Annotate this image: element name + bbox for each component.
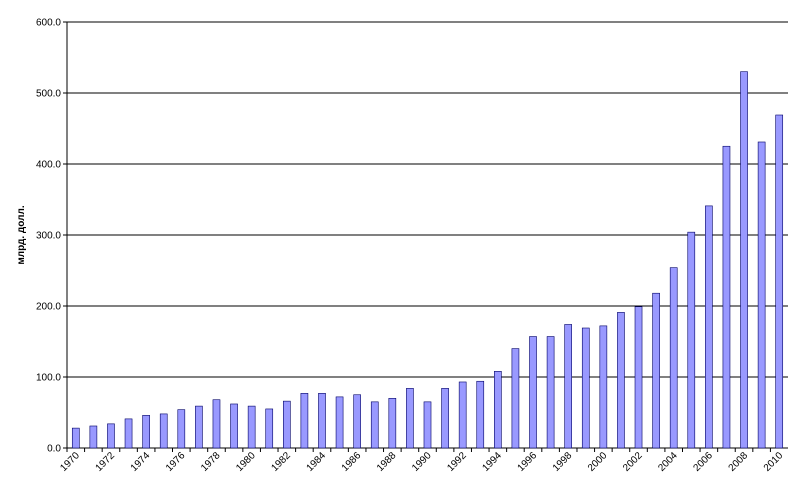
bar — [247, 405, 256, 449]
bar — [687, 231, 696, 449]
y-tick-label: 100.0 — [36, 373, 61, 384]
bar — [212, 399, 221, 449]
bar — [722, 145, 731, 449]
bar — [142, 415, 150, 449]
bar — [441, 388, 449, 449]
y-tick-label: 200.0 — [36, 302, 61, 313]
bar — [494, 371, 502, 449]
bar — [370, 401, 379, 449]
bar — [529, 336, 537, 449]
y-tick-label: 600.0 — [36, 18, 61, 29]
bar — [757, 141, 766, 449]
bar — [652, 292, 660, 449]
bar — [564, 324, 572, 449]
bar — [458, 381, 467, 449]
bar — [124, 418, 133, 449]
bar — [740, 71, 748, 449]
bar — [300, 393, 309, 449]
bar — [107, 423, 115, 449]
bar — [775, 114, 784, 449]
bar — [511, 348, 520, 449]
bar — [617, 312, 625, 449]
bar — [282, 400, 291, 449]
bar — [335, 396, 344, 449]
bar — [599, 325, 608, 449]
y-axis-label: млрд. долл. — [16, 205, 27, 264]
bar — [318, 393, 326, 449]
bar — [177, 409, 186, 449]
bar — [71, 427, 80, 449]
bar — [265, 408, 274, 449]
bar — [159, 413, 168, 449]
bar — [406, 388, 414, 449]
bar — [476, 380, 485, 449]
bar — [634, 306, 643, 449]
y-tick-label: 0.0 — [47, 444, 61, 455]
bar — [89, 425, 98, 449]
bar — [546, 336, 555, 449]
y-tick-label: 500.0 — [36, 89, 61, 100]
bar — [353, 394, 361, 449]
y-tick-label: 400.0 — [36, 160, 61, 171]
bar — [705, 205, 713, 449]
bar — [230, 403, 238, 449]
bar — [195, 405, 203, 449]
y-tick-label: 300.0 — [36, 231, 61, 242]
bar — [388, 397, 397, 449]
bar — [423, 401, 432, 449]
bar — [669, 267, 678, 449]
bar — [581, 327, 590, 449]
